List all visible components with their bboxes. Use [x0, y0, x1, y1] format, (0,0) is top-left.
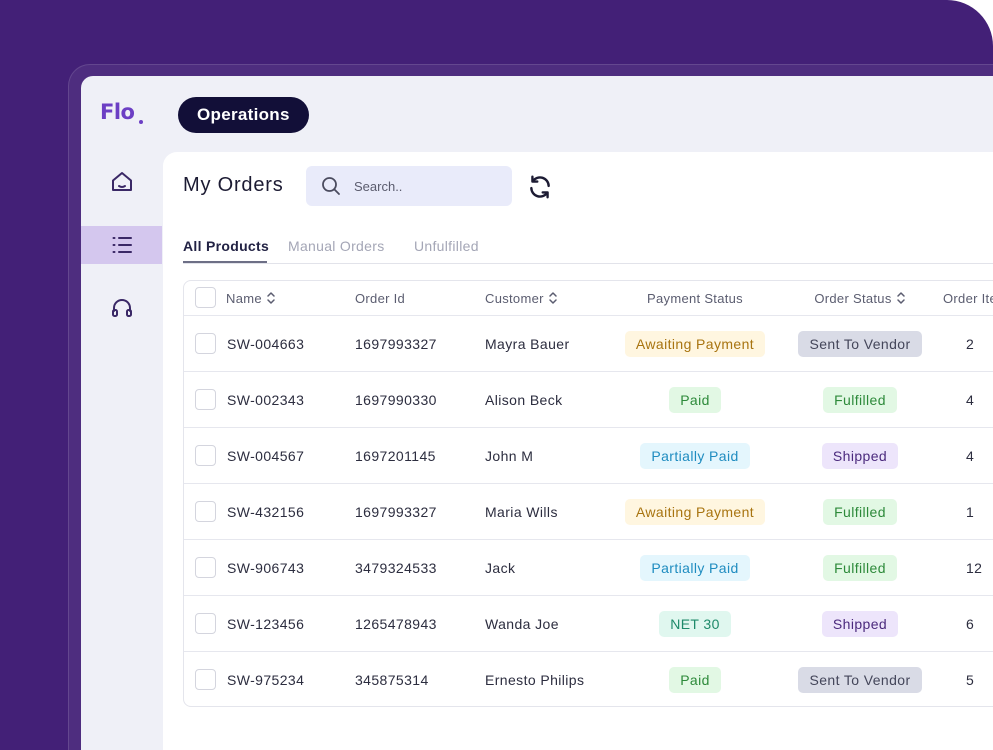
- payment-status-badge: Awaiting Payment: [624, 330, 766, 357]
- column-header-name[interactable]: Name: [226, 281, 276, 315]
- sidebar-item-support[interactable]: [81, 289, 162, 327]
- customer-name: Jack: [485, 559, 516, 576]
- order-items-count: 1: [966, 503, 975, 520]
- customer-name: Maria Wills: [485, 503, 558, 520]
- sidebar-item-orders[interactable]: [81, 226, 162, 264]
- order-status-badge: Shipped: [821, 610, 899, 637]
- order-status-badge: Sent To Vendor: [798, 330, 922, 357]
- row-checkbox[interactable]: [195, 557, 216, 578]
- table-row[interactable]: SW-004663 1697993327 Mayra Bauer Awaitin…: [184, 316, 993, 372]
- tab-unfulfilled[interactable]: Unfulfilled: [414, 238, 479, 254]
- order-status-badge: Fulfilled: [823, 386, 897, 413]
- table-row[interactable]: SW-432156 1697993327 Maria Wills Awaitin…: [184, 484, 993, 540]
- order-id: 345875314: [355, 672, 429, 688]
- search-input[interactable]: [354, 166, 504, 206]
- order-items-count: 12: [966, 559, 983, 576]
- table-row[interactable]: SW-906743 3479324533 Jack Partially Paid…: [184, 540, 993, 596]
- payment-status-badge: NET 30: [659, 610, 731, 637]
- payment-status-badge: Partially Paid: [640, 554, 750, 581]
- column-header-order-status[interactable]: Order Status: [785, 281, 935, 315]
- table-row[interactable]: SW-002343 1697990330 Alison Beck Paid Fu…: [184, 372, 993, 428]
- app-window: Flo Operations My Orders: [81, 76, 993, 750]
- active-tab-underline: [183, 261, 267, 263]
- customer-name: Alison Beck: [485, 391, 563, 408]
- row-checkbox[interactable]: [195, 501, 216, 522]
- main-panel: My Orders All Products Manual Orders Unf…: [163, 152, 993, 750]
- order-id: 1265478943: [355, 615, 437, 632]
- order-status-badge: Fulfilled: [823, 554, 897, 581]
- page-title: My Orders: [183, 174, 284, 196]
- sidebar-item-home[interactable]: [81, 163, 162, 201]
- order-name: SW-002343: [227, 391, 305, 408]
- sort-icon: [267, 292, 275, 304]
- order-name: SW-004663: [227, 335, 305, 352]
- column-header-payment-status: Payment Status: [647, 290, 743, 306]
- row-checkbox[interactable]: [195, 389, 216, 410]
- order-name: SW-975234: [227, 672, 305, 688]
- headset-icon: [111, 299, 132, 317]
- table-row[interactable]: SW-004567 1697201145 John M Partially Pa…: [184, 428, 993, 484]
- order-items-count: 5: [966, 672, 975, 688]
- order-items-count: 4: [966, 447, 975, 464]
- order-name: SW-123456: [227, 615, 305, 632]
- order-items-count: 4: [966, 391, 975, 408]
- order-id: 1697993327: [355, 335, 437, 352]
- order-status-badge: Shipped: [821, 442, 899, 469]
- order-id: 1697201145: [355, 447, 436, 464]
- order-name: SW-004567: [227, 447, 305, 464]
- customer-name: Mayra Bauer: [485, 335, 570, 352]
- tab-bar: All Products Manual Orders Unfulfilled: [183, 236, 993, 264]
- order-id: 1697993327: [355, 503, 437, 520]
- list-icon: [112, 237, 132, 253]
- table-row[interactable]: SW-123456 1265478943 Wanda Joe NET 30 Sh…: [184, 596, 993, 652]
- column-header-order-id: Order Id: [355, 290, 406, 306]
- table-header: Name Order Id Customer Payment Status Or…: [184, 281, 993, 316]
- app-logo: Flo: [100, 100, 135, 124]
- order-status-badge: Sent To Vendor: [798, 667, 922, 693]
- table-row[interactable]: SW-975234 345875314 Ernesto Philips Paid…: [184, 652, 993, 706]
- search-box[interactable]: [306, 166, 512, 206]
- payment-status-badge: Paid: [669, 386, 721, 413]
- tab-all-products[interactable]: All Products: [183, 238, 270, 254]
- home-icon: [111, 172, 132, 191]
- sort-icon: [896, 292, 905, 304]
- column-header-customer[interactable]: Customer: [485, 281, 558, 315]
- order-name: SW-432156: [227, 503, 305, 520]
- row-checkbox[interactable]: [195, 445, 216, 466]
- payment-status-badge: Awaiting Payment: [624, 498, 766, 525]
- order-name: SW-906743: [227, 559, 305, 576]
- order-id: 3479324533: [355, 559, 437, 576]
- refresh-icon[interactable]: [527, 174, 553, 200]
- tab-manual-orders[interactable]: Manual Orders: [288, 238, 385, 254]
- search-icon: [322, 177, 340, 195]
- payment-status-badge: Partially Paid: [640, 442, 750, 469]
- order-items-count: 6: [966, 615, 975, 632]
- column-header-order-items: Order Ite: [943, 290, 993, 306]
- customer-name: John M: [485, 447, 534, 464]
- operations-pill[interactable]: Operations: [178, 97, 309, 133]
- order-id: 1697990330: [355, 391, 437, 408]
- row-checkbox[interactable]: [195, 333, 216, 354]
- row-checkbox[interactable]: [195, 669, 216, 690]
- customer-name: Ernesto Philips: [485, 672, 585, 688]
- select-all-checkbox[interactable]: [195, 287, 216, 308]
- order-items-count: 2: [966, 335, 975, 352]
- customer-name: Wanda Joe: [485, 615, 559, 632]
- operations-label: Operations: [197, 105, 290, 124]
- row-checkbox[interactable]: [195, 613, 216, 634]
- order-status-badge: Fulfilled: [823, 498, 897, 525]
- orders-table: Name Order Id Customer Payment Status Or…: [183, 280, 993, 707]
- logo-dot: [139, 120, 143, 124]
- sort-icon: [549, 292, 557, 304]
- payment-status-badge: Paid: [669, 667, 721, 693]
